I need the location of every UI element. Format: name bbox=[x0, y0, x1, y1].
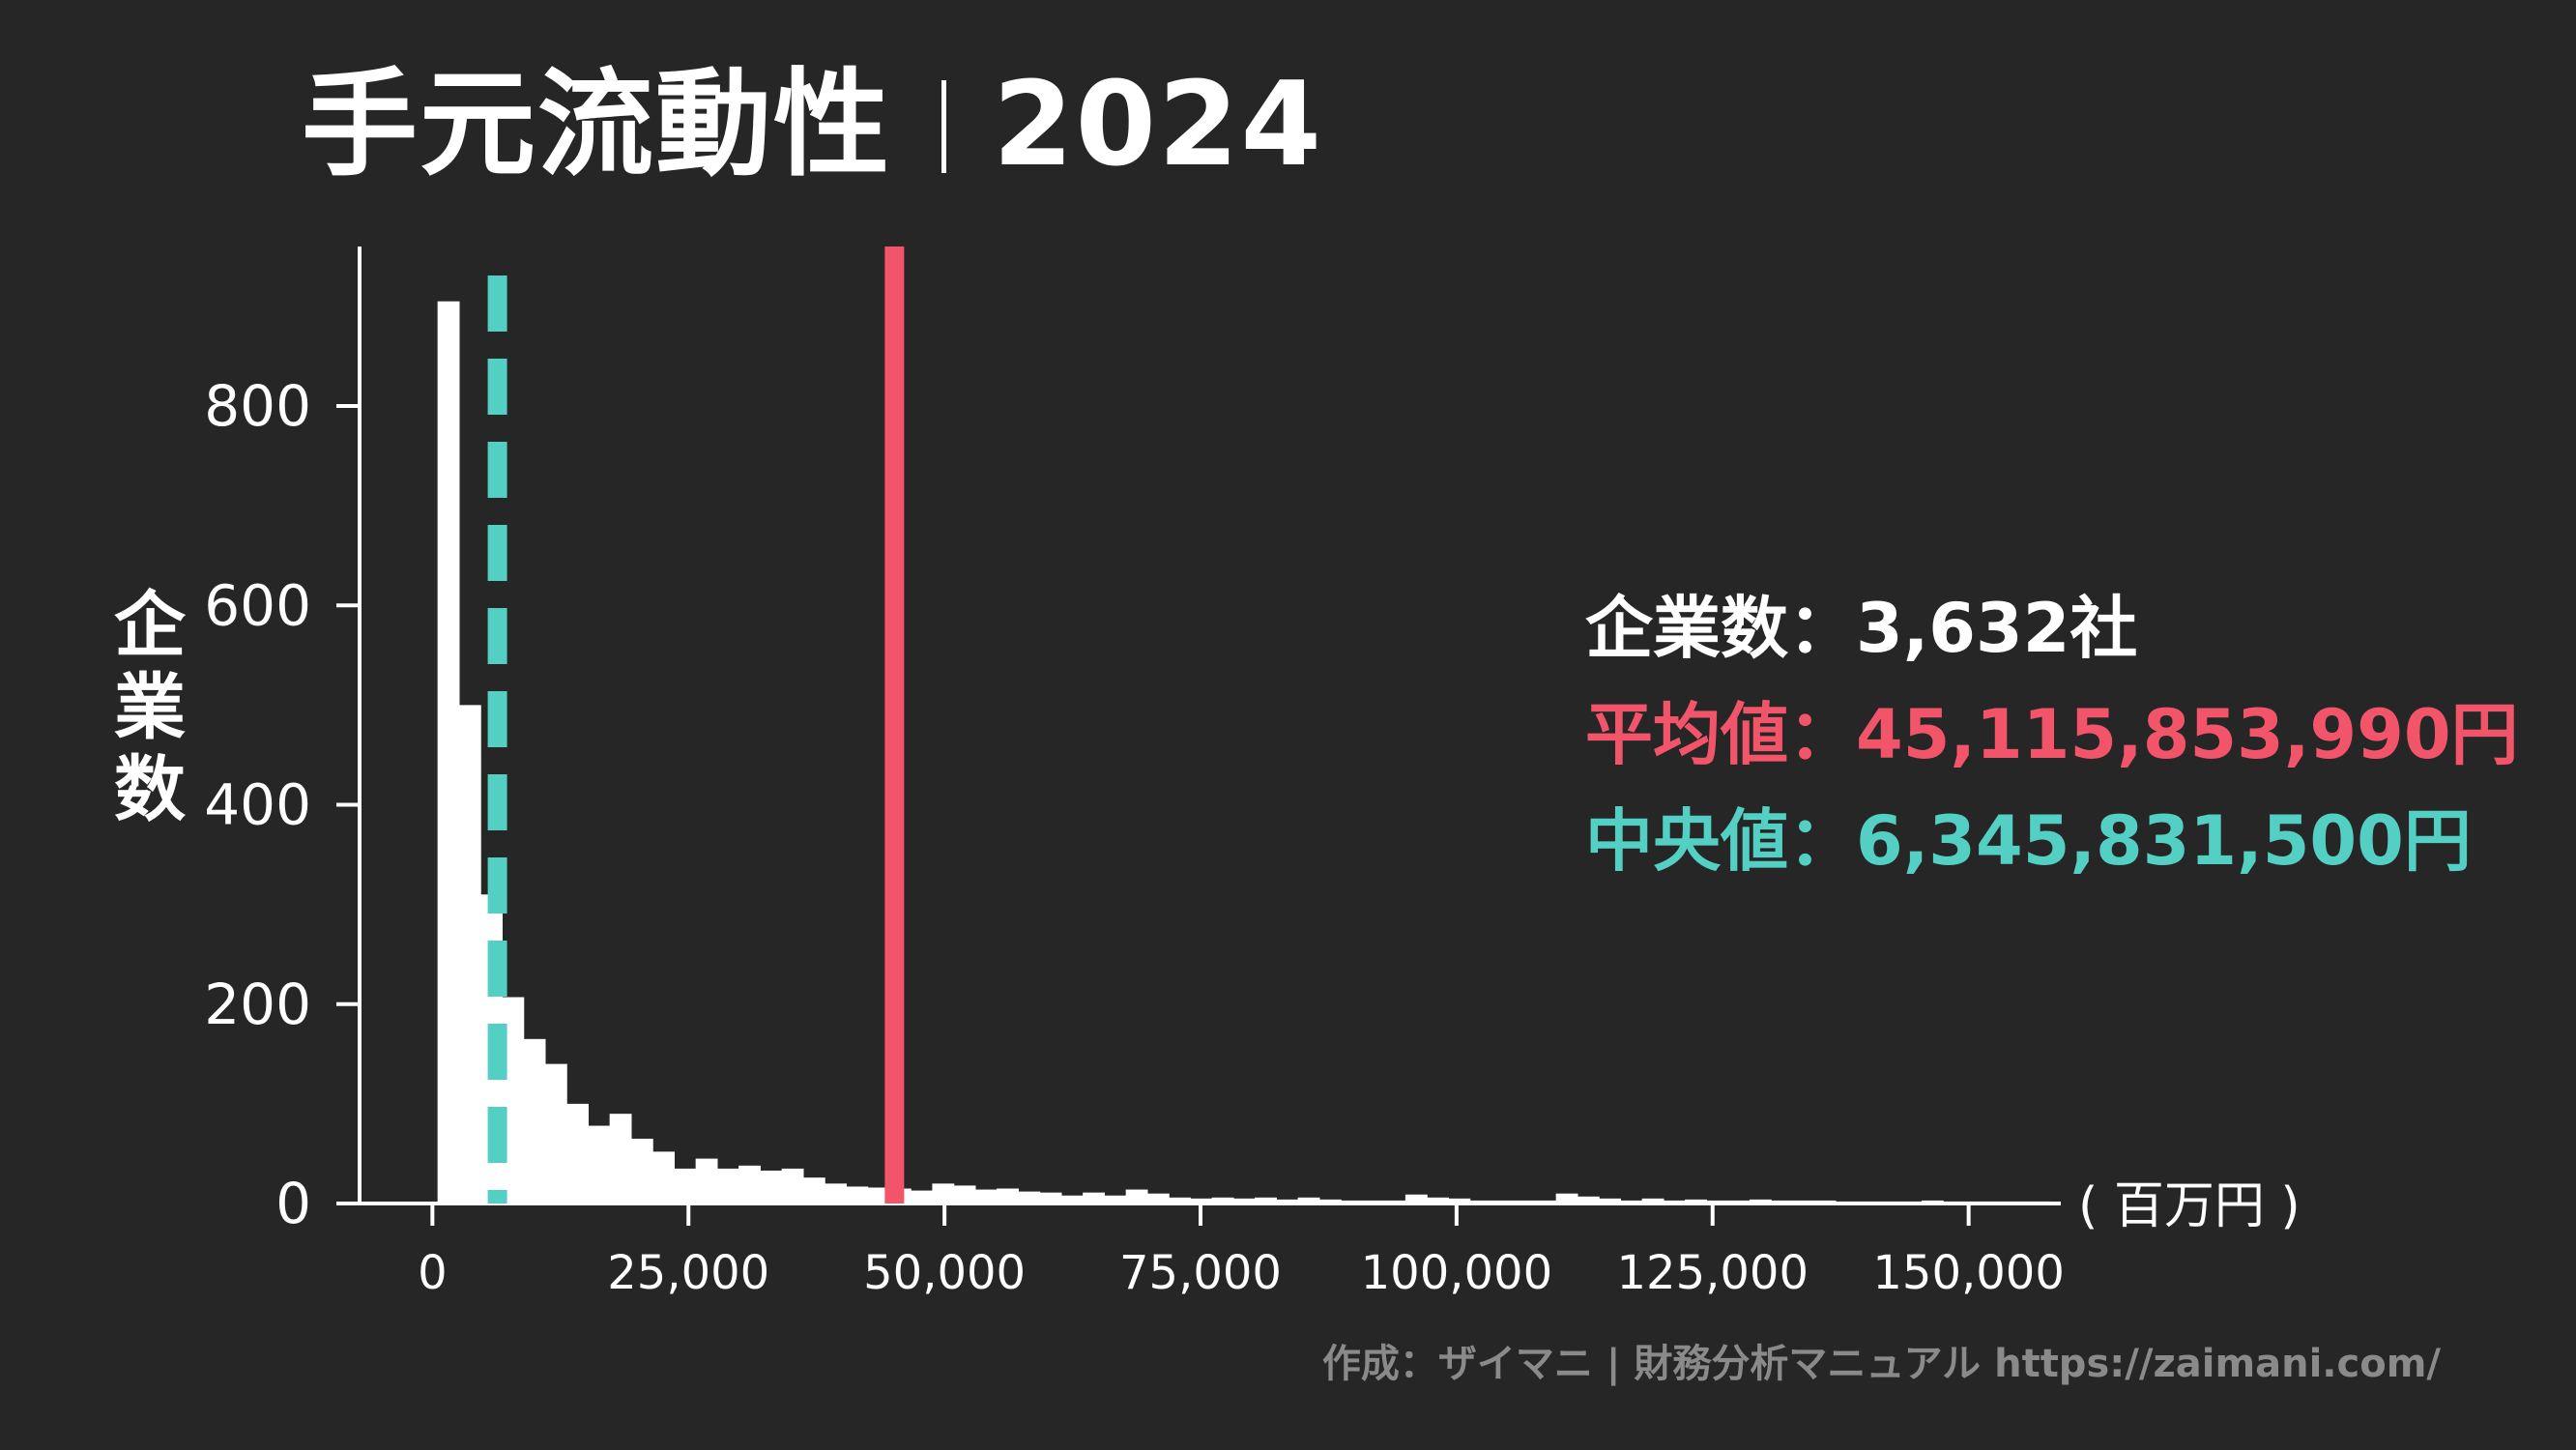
histogram-bar bbox=[437, 301, 460, 1204]
histogram-bar bbox=[846, 1186, 869, 1204]
x-tick-label: 100,000 bbox=[1361, 1246, 1553, 1300]
histogram-bar bbox=[1190, 1198, 1213, 1204]
histogram-bar bbox=[674, 1168, 697, 1204]
histogram-bar bbox=[1169, 1197, 1192, 1204]
histogram-bar bbox=[1427, 1197, 1450, 1204]
x-tick-label: 150,000 bbox=[1872, 1246, 2065, 1300]
histogram-bar bbox=[458, 705, 481, 1204]
histogram-bar bbox=[695, 1158, 718, 1204]
histogram-bar bbox=[1448, 1198, 1471, 1204]
histogram-bar bbox=[566, 1103, 590, 1204]
y-axis-label-char: 企 bbox=[114, 584, 187, 667]
histogram-bar bbox=[867, 1187, 890, 1204]
stat-mean-value: ：45,115,853,990円 bbox=[1788, 695, 2519, 774]
histogram-bar bbox=[1039, 1192, 1062, 1204]
histogram-bar bbox=[760, 1170, 783, 1204]
footer-credit: 作成：ザイマニ | 財務分析マニュアル https://zaimani.com/ bbox=[1321, 1342, 2441, 1386]
chart-ticks: 0 200 400 600 800 0 25,000 50,000 75,000 100,000 1… bbox=[204, 373, 2065, 1300]
histogram-bar bbox=[716, 1168, 739, 1204]
histogram-bar bbox=[1599, 1198, 1622, 1204]
histogram-bar bbox=[1276, 1199, 1299, 1204]
stat-mean: 平均値：45,115,853,990円 bbox=[1585, 682, 2519, 788]
x-axis-unit-label: ( 百万円 ) bbox=[2078, 1177, 2301, 1235]
stat-count-value: ：3,632社 bbox=[1788, 589, 2138, 668]
y-tick-label: 800 bbox=[204, 373, 311, 439]
histogram-bar bbox=[1060, 1195, 1084, 1204]
reference-lines bbox=[487, 246, 905, 1204]
stats-box: 企業数：3,632社 平均値：45,115,853,990円 中央値：6,345… bbox=[1585, 575, 2519, 894]
y-tick-label: 200 bbox=[204, 972, 311, 1037]
histogram-bar bbox=[1318, 1199, 1342, 1204]
histogram-bar bbox=[1297, 1197, 1320, 1204]
stat-count-label: 企業数 bbox=[1585, 589, 1788, 668]
histogram-bar bbox=[523, 1038, 546, 1204]
histogram-bar bbox=[1255, 1197, 1278, 1204]
histogram-bar bbox=[1685, 1199, 1708, 1204]
stat-median-label: 中央値 bbox=[1585, 801, 1788, 881]
histogram-bar bbox=[1083, 1192, 1106, 1204]
title-year: 2024 bbox=[993, 58, 1323, 192]
histogram-bar bbox=[953, 1185, 976, 1204]
histogram-bar bbox=[1125, 1189, 1148, 1204]
histogram-bar bbox=[502, 997, 525, 1204]
histogram-bar bbox=[802, 1177, 825, 1204]
histogram-bar bbox=[1577, 1196, 1600, 1204]
x-tick-label: 125,000 bbox=[1617, 1246, 1809, 1300]
x-tick-label: 0 bbox=[418, 1246, 448, 1300]
histogram-bar bbox=[609, 1114, 632, 1204]
y-tick-label: 400 bbox=[204, 772, 311, 838]
stat-mean-label: 平均値 bbox=[1585, 695, 1788, 774]
histogram-bar bbox=[588, 1125, 611, 1204]
histogram-bar bbox=[1641, 1198, 1664, 1204]
title-main: 手元流動性 bbox=[302, 58, 891, 192]
histogram-bar bbox=[738, 1165, 762, 1204]
y-tick-label: 600 bbox=[204, 572, 311, 638]
histogram-bar bbox=[1232, 1198, 1256, 1204]
histogram-bar bbox=[997, 1188, 1020, 1204]
histogram-bar bbox=[974, 1189, 998, 1204]
x-tick-label: 50,000 bbox=[863, 1246, 1026, 1300]
histogram-bar bbox=[911, 1190, 934, 1204]
histogram-bar bbox=[825, 1183, 848, 1204]
stat-company-count: 企業数：3,632社 bbox=[1585, 575, 2519, 682]
y-axis-label-char: 数 bbox=[114, 748, 186, 831]
histogram-bar bbox=[1104, 1195, 1127, 1204]
histogram-bar bbox=[652, 1151, 676, 1204]
histogram-bar bbox=[781, 1168, 804, 1204]
histogram-bar bbox=[1146, 1193, 1170, 1204]
x-tick-label: 75,000 bbox=[1119, 1246, 1282, 1300]
stat-median-value: ：6,345,831,500円 bbox=[1788, 801, 2472, 881]
histogram-bar bbox=[1404, 1194, 1428, 1204]
axis-labels: 企業数 ( 百万円 ) bbox=[114, 584, 2301, 1235]
histogram-bar bbox=[1749, 1199, 1772, 1204]
histogram-bar bbox=[932, 1183, 955, 1204]
y-axis-label-char: 業 bbox=[114, 666, 186, 749]
x-tick-label: 25,000 bbox=[607, 1246, 769, 1300]
histogram-bar bbox=[544, 1063, 567, 1204]
y-tick-label: 0 bbox=[275, 1171, 311, 1236]
histogram-bar bbox=[1211, 1197, 1234, 1204]
histogram-bar bbox=[1555, 1193, 1578, 1204]
stat-median: 中央値：6,345,831,500円 bbox=[1585, 788, 2519, 894]
histogram-bar bbox=[630, 1138, 653, 1204]
title-separator bbox=[941, 80, 946, 174]
histogram-bar bbox=[1018, 1191, 1041, 1204]
chart-title: 手元流動性 2024 bbox=[302, 68, 1323, 184]
